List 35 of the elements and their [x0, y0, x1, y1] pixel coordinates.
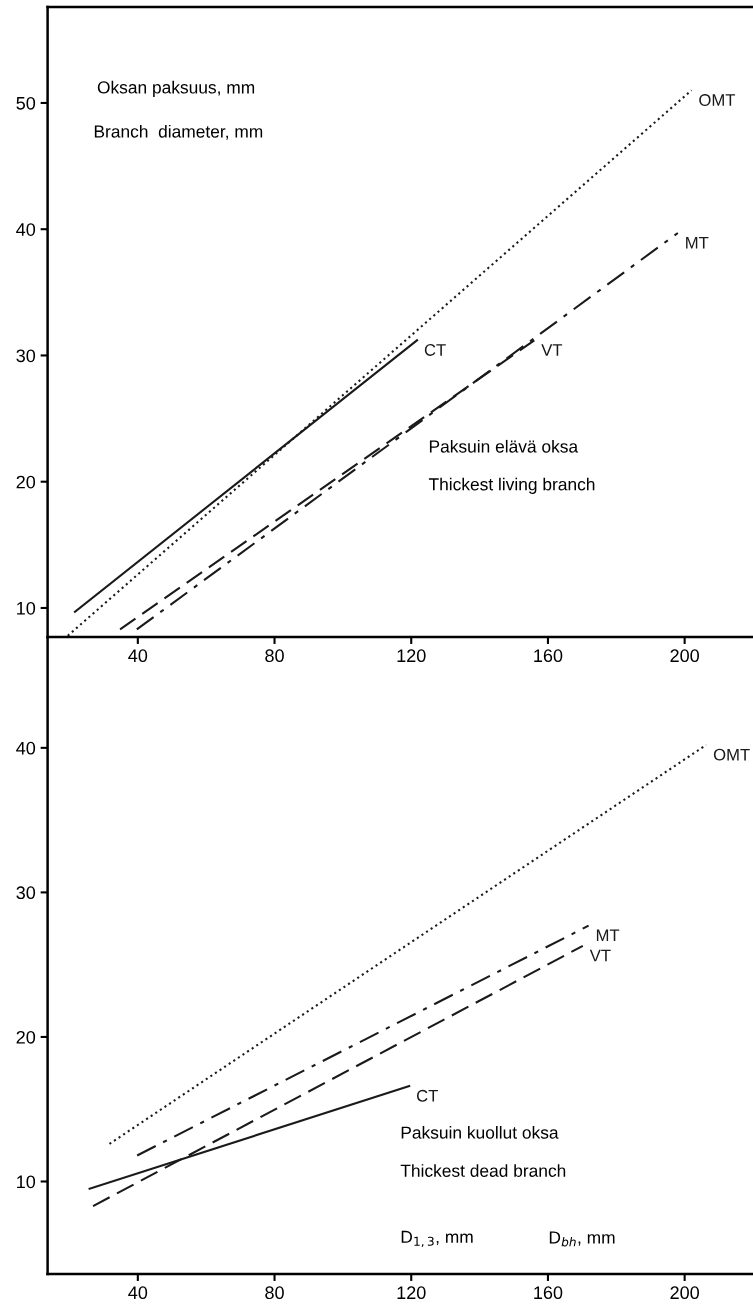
series-label: CT	[424, 344, 446, 356]
annotation: D$_{bh}$, mm	[549, 1231, 615, 1247]
series-label: MT	[686, 236, 709, 249]
x-tick-label: 40	[128, 649, 148, 663]
y-tick-label: 40	[16, 223, 36, 236]
x-tick-label: 120	[397, 1286, 426, 1300]
x-tick-label: 80	[265, 649, 284, 663]
annotation: Thickest dead branch	[400, 1164, 566, 1177]
y-tick-label: 10	[17, 601, 36, 615]
series-label: VT	[541, 344, 563, 356]
x-tick-label: 200	[670, 1286, 699, 1300]
annotation: Thickest living branch	[428, 477, 595, 494]
y-tick-label: 20	[16, 1030, 36, 1044]
series-label: OMT	[713, 748, 750, 761]
x-tick-label: 120	[397, 649, 426, 663]
y-tick-label: 40	[16, 741, 36, 755]
annotation: Branch diameter, mm	[94, 124, 263, 140]
y-tick-label: 30	[16, 349, 36, 363]
x-tick-label: 160	[534, 1286, 563, 1300]
y-tick-label: 20	[16, 475, 36, 489]
annotation: Oksan paksuus, mm	[97, 80, 255, 97]
annotation: Paksuin elävä oksa	[429, 439, 579, 453]
series-label: OMT	[699, 94, 736, 106]
series-label: CT	[416, 1089, 438, 1102]
annotation: Paksuin kuollut oksa	[401, 1125, 559, 1139]
x-tick-label: 80	[265, 1286, 284, 1300]
x-tick-label: 200	[670, 649, 699, 663]
annotation: D$_{1,3}$, mm	[401, 1230, 473, 1248]
y-tick-label: 30	[16, 886, 36, 900]
y-tick-label: 10	[17, 1175, 36, 1189]
series-label: VT	[589, 949, 611, 962]
x-tick-label: 40	[128, 1286, 148, 1300]
y-tick-label: 50	[16, 96, 36, 110]
series-label: MT	[596, 929, 620, 942]
x-tick-label: 160	[534, 649, 563, 663]
